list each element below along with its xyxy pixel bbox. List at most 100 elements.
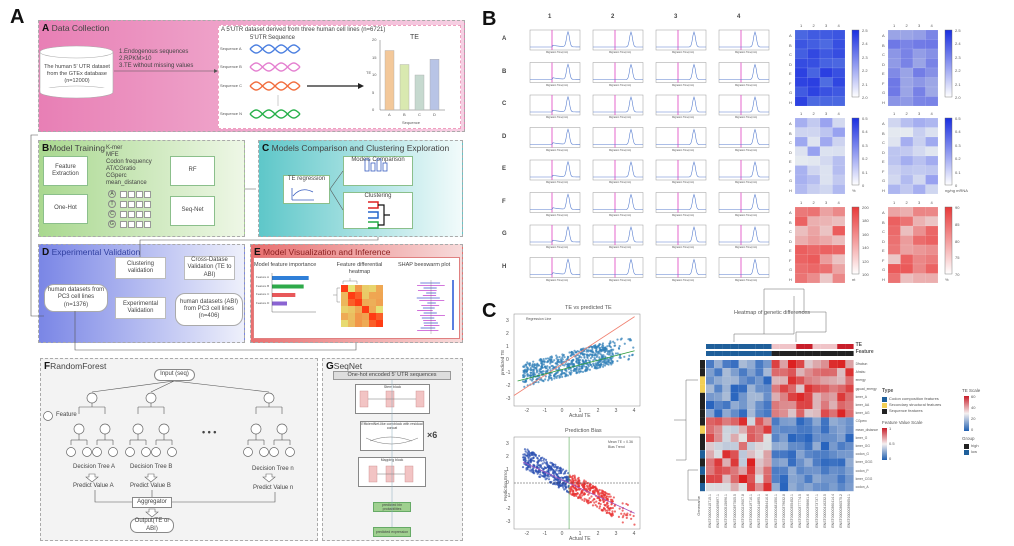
heatmap-row-label: A [882, 210, 885, 215]
heatmap-cell [796, 466, 805, 475]
heatmap-cell [771, 384, 780, 393]
colorbar-tick: 2.3 [955, 54, 961, 60]
colorbar-tick: 100 [862, 272, 869, 277]
data-point [617, 347, 621, 350]
heatmap-cell [341, 285, 348, 292]
heatmap-cell [763, 474, 772, 483]
heatmap-cell [804, 458, 813, 467]
data-point [580, 489, 583, 492]
heatmap-row-label: G [789, 267, 793, 272]
data-point [585, 365, 588, 369]
electropherogram-trace [656, 258, 706, 275]
data-point [565, 370, 568, 373]
data-point [560, 361, 563, 365]
comparison-bar-icon [364, 158, 370, 172]
heatmap-cell [706, 409, 715, 418]
electropherogram-frame [592, 29, 644, 51]
electropherogram-frame [655, 29, 707, 51]
data-point [538, 459, 541, 462]
heatmap-cell [763, 376, 772, 385]
data-point [609, 498, 613, 501]
x-axis-label: Migration Time(min) [735, 181, 758, 184]
data-point [569, 372, 572, 375]
data-point [540, 362, 543, 365]
heatmap-cell [747, 442, 756, 451]
data-point [609, 495, 612, 498]
x-axis-label: Migration Time(min) [672, 83, 695, 87]
heatmap-cell [348, 313, 355, 320]
colorbar-tick: 160 [862, 231, 869, 237]
heatmap-col-label: 3 [825, 200, 828, 205]
colorbar-tick: 20 [971, 416, 976, 421]
x-axis-label: Migration Time(min) [672, 51, 695, 54]
heatmap-col-label: 4 [930, 23, 933, 28]
heatmap-cell [738, 450, 747, 459]
data-point [551, 464, 555, 468]
heatmap-col-label: 4 [930, 111, 933, 116]
data-point [557, 482, 560, 485]
feature-annotation-cell [763, 351, 772, 356]
dataset-title: A 5'UTR dataset derived from three human… [221, 27, 386, 33]
one-hot-cell [136, 221, 143, 228]
data-point [564, 482, 567, 486]
figure-label-b: B [482, 8, 497, 30]
electropherogram-trace [593, 128, 643, 145]
data-point [585, 353, 588, 356]
tree-label: Decision Tree A [73, 464, 116, 470]
data-point [523, 385, 526, 388]
data-point [577, 495, 580, 499]
heatmap-cell [730, 450, 739, 459]
heatmap-cell [837, 392, 846, 401]
data-point [593, 354, 596, 357]
electropherogram-trace [719, 258, 769, 275]
data-point [591, 347, 594, 350]
electropherogram-frame [529, 159, 581, 181]
one-hot-cell [144, 201, 151, 208]
heatmap-cell [747, 401, 756, 410]
heatmap-cell [771, 450, 780, 459]
heatmap-title: Heatmap of genetic differences [734, 310, 811, 316]
heatmap-row-label: A [789, 33, 792, 38]
data-point [566, 363, 569, 366]
heatmap-row-label: Dfrabun [855, 362, 868, 366]
colorbar-tick: 2.0 [862, 95, 868, 100]
heatmap-cell [722, 425, 731, 434]
data-point [555, 354, 558, 357]
data-point [598, 363, 601, 367]
heatmap-row-label: C [882, 229, 885, 234]
heatmap-row-label: B [882, 219, 885, 225]
colorbar-tick: 0 [862, 183, 865, 188]
heatmap-cell [747, 384, 756, 393]
data-point [606, 511, 609, 514]
identity-line [513, 316, 635, 396]
row-label: D [502, 133, 507, 140]
connector [94, 490, 276, 503]
x-axis-label: Migration Time(min) [609, 83, 632, 87]
data-point [575, 371, 579, 374]
te-scale-title: TE Scale [962, 388, 981, 393]
heatmap-cell [771, 392, 780, 401]
heatmap-cell [763, 433, 772, 442]
te-annotation-cell [829, 344, 838, 349]
data-point [547, 478, 551, 481]
heatmap-cell [738, 458, 747, 467]
panel-letter: E [254, 247, 261, 258]
importance-bar [272, 301, 287, 306]
colorbar-tick: 2.4 [862, 41, 868, 47]
tree-node [263, 392, 275, 404]
data-point [561, 468, 565, 471]
heatmap-col-label: 1 [800, 111, 803, 116]
data-point [564, 472, 567, 475]
colorbar-tick: 1 [889, 426, 892, 431]
data-point [570, 363, 573, 366]
data-point [553, 359, 556, 362]
feature-annotation-cell [796, 351, 805, 356]
x-axis-label: Migration Time(min) [735, 213, 758, 217]
heatmap-cell [369, 299, 376, 306]
heatmap-cell [730, 368, 739, 377]
data-point [547, 379, 550, 382]
data-point [609, 506, 612, 510]
tree-label: Decision Tree B [130, 464, 173, 470]
heatmap-cell [763, 409, 772, 418]
data-point [563, 371, 566, 375]
